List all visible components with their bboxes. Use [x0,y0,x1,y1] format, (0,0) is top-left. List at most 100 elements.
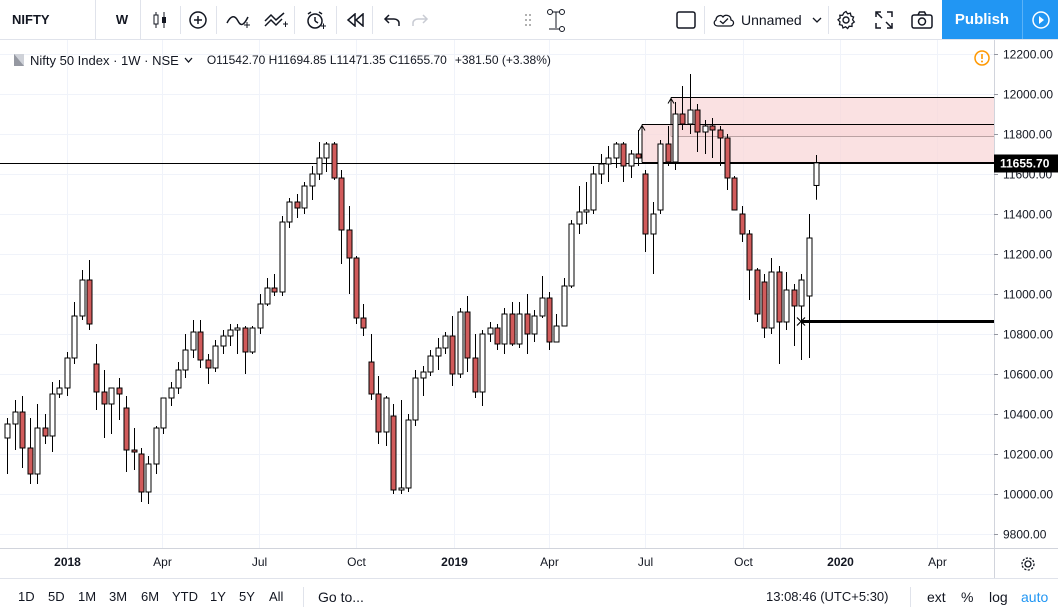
candle-down [665,143,672,163]
series-title[interactable]: Nifty 50 Index · 1W · NSE [30,52,179,68]
publish-arrow-icon[interactable] [1022,0,1058,39]
price-tick-label: 10200.00 [1003,448,1053,462]
interval-selector[interactable]: W [104,0,141,39]
candle-down [754,269,761,315]
candle-up [182,349,189,371]
drag-handle-icon[interactable] [518,0,538,39]
supply-zone-arrow [638,124,646,131]
dropdown-icon [812,17,822,23]
publish-button[interactable]: Publish [942,0,1022,39]
candle-up [657,143,664,211]
ext-toggle[interactable]: ext [927,589,946,605]
candle-down [724,137,731,179]
range-5y-button[interactable]: 5Y [239,589,255,604]
symbol-search[interactable]: NIFTY [0,0,96,39]
price-tick-label: 9800.00 [1003,528,1047,542]
drawings [0,97,994,326]
range-1d-button[interactable]: 1D [18,589,35,604]
candles [4,74,820,504]
gear-hub [1024,560,1032,568]
candle-up [613,143,620,159]
candle-up [323,143,330,159]
auto-toggle[interactable]: auto [1021,589,1049,605]
add-indicator-icon[interactable] [180,0,216,39]
ohlc-values: O11542.70 H11694.85 L11471.35 C11655.70 [206,53,447,67]
layout-icon[interactable] [668,0,704,39]
replay-icon[interactable] [338,0,374,39]
candle-up [598,163,605,175]
candle-down [776,271,783,323]
layout-name-menu[interactable]: Unnamed [708,0,828,39]
candle-up [798,279,805,307]
alert-icon[interactable] [298,0,334,39]
log-toggle[interactable]: log [989,589,1008,605]
range-6m-button[interactable]: 6M [141,589,160,604]
candle-down [271,287,278,293]
candle-up [71,315,78,359]
candle-up [553,325,560,343]
indicators-icon[interactable] [220,0,256,39]
last-price-label: 11655.70 [1000,157,1050,171]
cloud-icon [712,12,736,28]
candle-down [205,359,212,369]
candle-up [56,387,63,395]
candle-down [390,415,397,491]
drawing-tool-icon[interactable] [538,0,574,39]
range-1m-button[interactable]: 1M [78,589,97,604]
settings-icon[interactable] [828,0,864,39]
candle-down [360,317,367,329]
candle-down [694,109,701,133]
candle-down [761,281,768,329]
candle-up [501,313,508,345]
warning-icon[interactable] [974,50,990,66]
candle-up [442,335,449,349]
time-tick-label: 2018 [54,555,81,569]
candle-down [642,173,649,235]
range-all-button[interactable]: All [269,589,284,604]
candle-down [131,449,138,453]
price-tick-label: 10800.00 [1003,328,1053,342]
range-3m-button[interactable]: 3M [109,589,128,604]
candle-up [279,221,286,293]
camera-icon[interactable] [904,0,940,39]
candle-up [590,173,597,211]
candle-down [19,411,26,449]
range-1y-button[interactable]: 1Y [210,589,226,604]
price-tick-label: 11800.00 [1003,128,1052,142]
candle-down [717,129,724,139]
candle-up [160,397,167,429]
candle-up [768,271,775,329]
candle-down [138,453,145,493]
candle-down [116,387,123,395]
range-5d-button[interactable]: 5D [48,589,65,604]
candle-down [620,143,627,167]
time-tick-label: Apr [540,555,559,569]
timezone-clock[interactable]: 13:08:46 (UTC+5:30) [766,589,889,604]
time-tick-label: 2020 [827,555,854,569]
candle-down [679,113,686,125]
candle-up [153,427,160,465]
financials-icon[interactable] [258,0,294,39]
candle-down [86,279,93,325]
candle-up [175,369,182,389]
chevron-down-icon[interactable] [184,57,193,63]
percent-toggle[interactable]: % [961,589,974,605]
top-toolbar: NIFTY W Unnamed [0,0,1058,40]
candle-down [375,393,382,433]
undo-icon[interactable] [374,0,410,39]
fullscreen-icon[interactable] [866,0,902,39]
candle-down [294,201,301,209]
go-to-button[interactable]: Go to... [318,589,364,605]
candle-up [457,311,464,375]
candle-down [123,407,130,451]
price-tick-label: 11400.00 [1003,208,1052,222]
redo-icon[interactable] [402,0,438,39]
layout-name: Unnamed [741,11,802,28]
axis-settings-icon[interactable] [1021,557,1035,571]
candle-down [242,327,249,353]
price-chart[interactable]: 12200.0012000.0011800.0011600.0011400.00… [0,40,1058,578]
candles-icon[interactable] [142,0,178,39]
range-ytd-button[interactable]: YTD [172,589,198,604]
candle-up [220,335,227,347]
candle-up [427,355,434,373]
